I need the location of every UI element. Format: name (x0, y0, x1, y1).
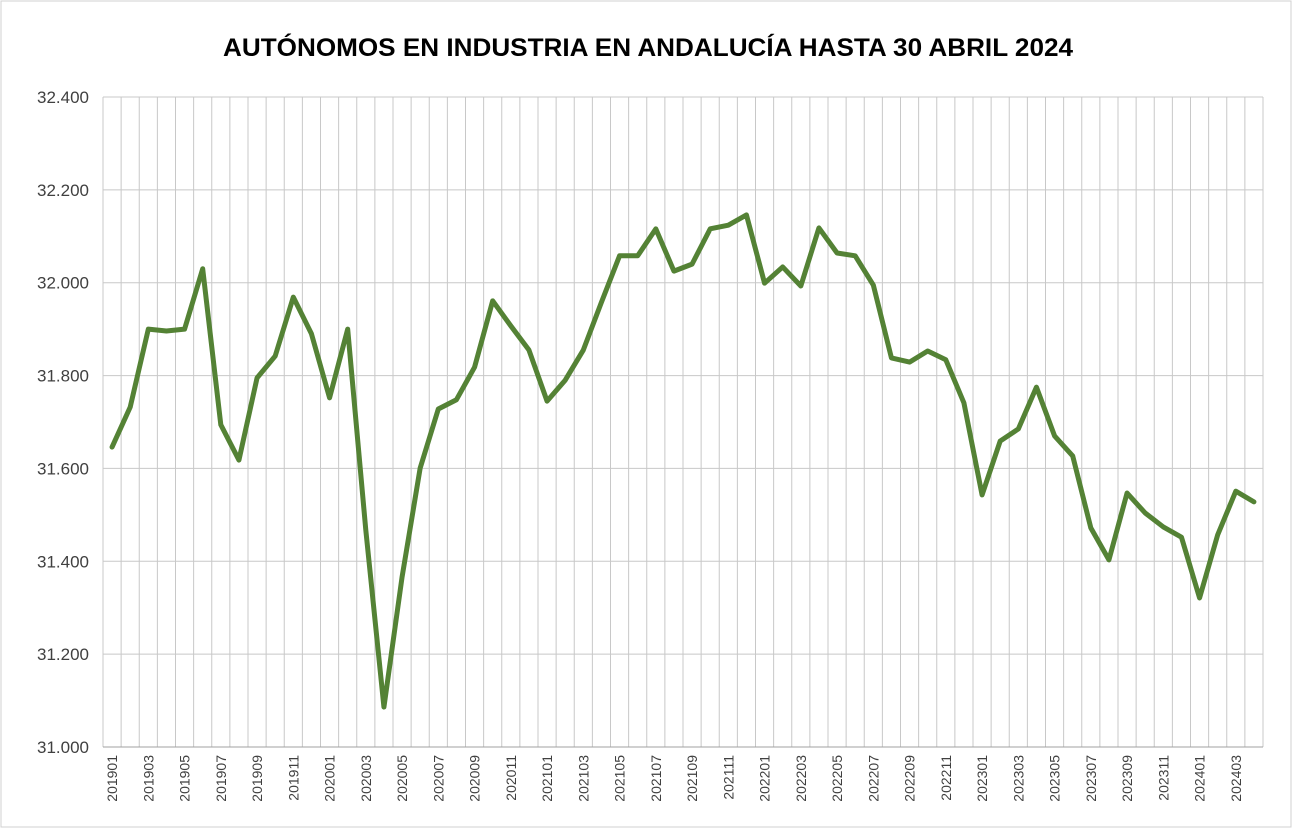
data-line (109, 212, 1257, 710)
x-tick-label: 202003 (358, 755, 374, 802)
y-tick-label: 31.200 (37, 645, 89, 664)
x-tick-label: 201907 (213, 755, 229, 802)
y-tick-label: 31.600 (37, 459, 89, 478)
x-tick-label: 201901 (104, 755, 120, 802)
y-tick-label: 31.000 (37, 738, 89, 757)
x-tick-label: 202105 (612, 755, 628, 802)
x-tick-label: 202309 (1119, 755, 1135, 802)
x-tick-label: 202401 (1192, 755, 1208, 802)
y-tick-label: 31.400 (37, 552, 89, 571)
x-tick-label: 202211 (938, 755, 954, 801)
x-tick-label: 202009 (467, 755, 483, 802)
y-tick-label: 32.400 (37, 88, 89, 107)
x-tick-label: 202201 (757, 755, 773, 802)
y-tick-label: 31.800 (37, 367, 89, 386)
x-tick-label: 202303 (1010, 755, 1026, 802)
x-tick-label: 202103 (575, 755, 591, 802)
x-tick-label: 201903 (140, 755, 156, 802)
x-tick-label: 202403 (1228, 755, 1244, 802)
x-tick-label: 201905 (177, 755, 193, 802)
chart-title: AUTÓNOMOS EN INDUSTRIA EN ANDALUCÍA HAST… (223, 32, 1073, 62)
x-tick-label: 202011 (503, 755, 519, 801)
x-tick-label: 202109 (684, 755, 700, 802)
y-tick-label: 32.000 (37, 274, 89, 293)
x-tick-label: 202305 (1047, 755, 1063, 802)
x-tick-label: 202101 (539, 755, 555, 802)
x-tick-label: 202307 (1083, 755, 1099, 802)
y-tick-label: 32.200 (37, 181, 89, 200)
x-tick-label: 202203 (793, 755, 809, 802)
x-tick-label: 202301 (974, 755, 990, 802)
x-tick-label: 202001 (322, 755, 338, 802)
x-tick-label: 202311 (1155, 755, 1171, 801)
x-tick-label: 202209 (902, 755, 918, 802)
x-tick-label: 202205 (829, 755, 845, 802)
x-tick-label: 201911 (285, 755, 301, 801)
x-tick-label: 201909 (249, 755, 265, 802)
x-tick-label: 202005 (394, 755, 410, 802)
x-tick-label: 202207 (865, 755, 881, 802)
x-tick-label: 202111 (720, 755, 736, 800)
x-tick-label: 202107 (648, 755, 664, 802)
x-tick-label: 202007 (430, 755, 446, 802)
